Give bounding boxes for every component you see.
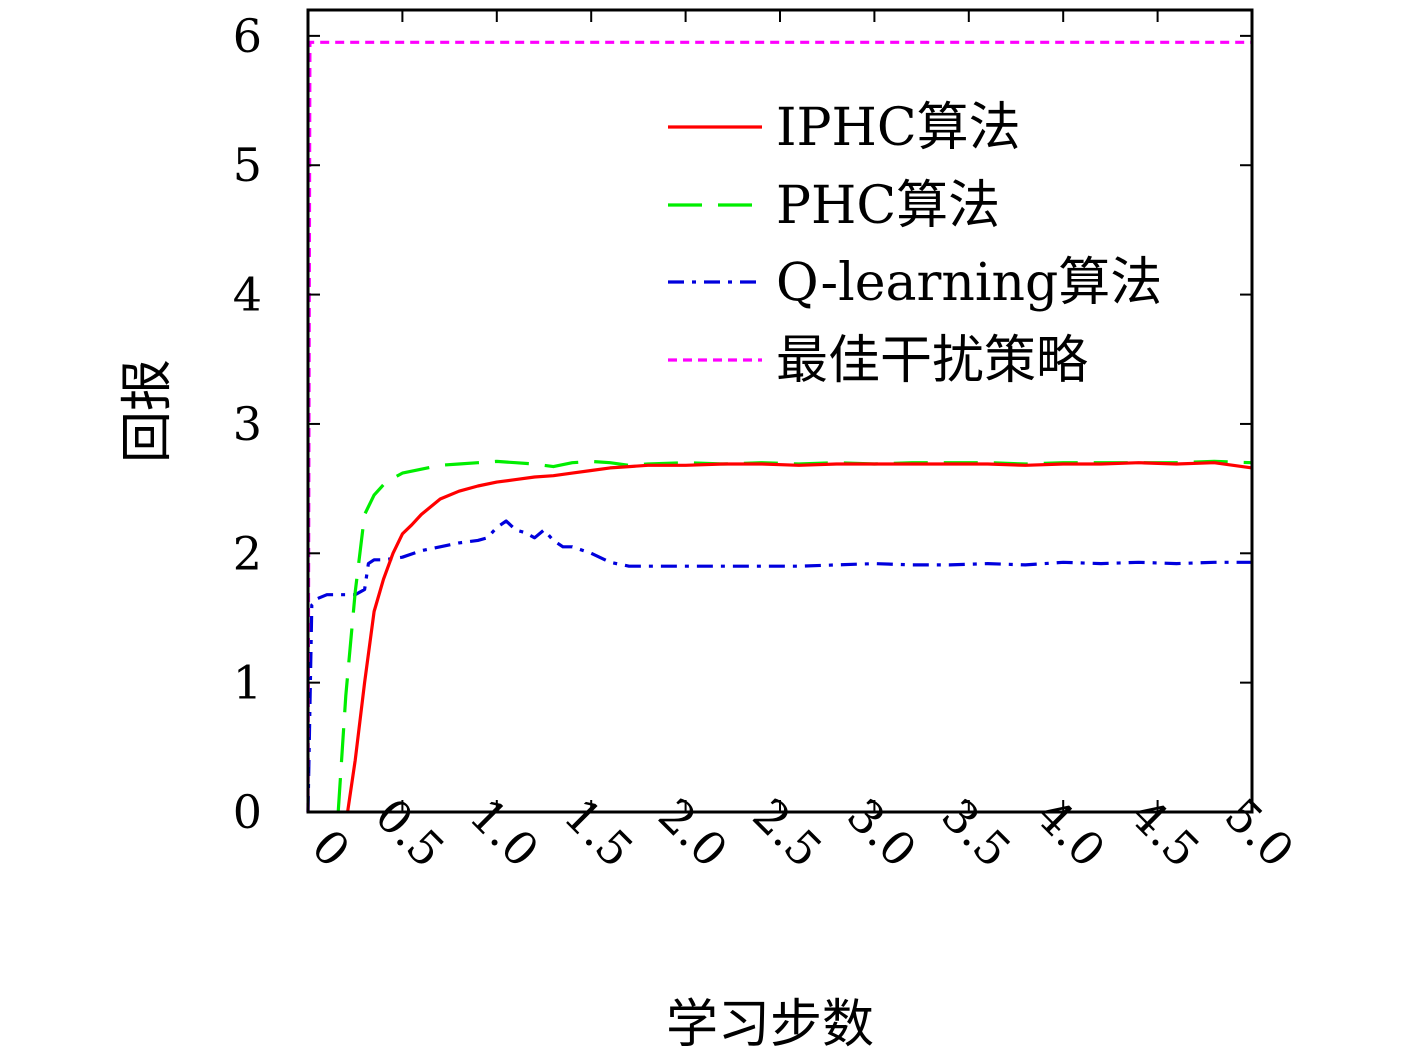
series-line-0 [346, 461, 1253, 813]
x-axis-title: 学习步数 [666, 995, 874, 1055]
series-line-1 [336, 459, 1253, 813]
y-tick-label: 6 [233, 9, 262, 63]
x-tick-label: 3.5 [931, 788, 1021, 878]
x-tick-label: 4.5 [1120, 788, 1210, 878]
legend-label-0: IPHC算法 [776, 98, 1021, 158]
x-tick-label: 1.0 [459, 788, 549, 878]
ticks-layer [307, 10, 1253, 813]
y-axis-title: 回报 [118, 359, 178, 463]
y-tick-label: 3 [233, 397, 262, 451]
x-tick-label: 4.0 [1026, 788, 1116, 878]
series-line-2 [306, 519, 1252, 813]
y-tick-label: 0 [233, 785, 262, 839]
y-tick-label: 2 [233, 526, 262, 580]
y-tick-label: 1 [233, 656, 262, 710]
x-tick-label: 2.0 [648, 788, 738, 878]
legend-label-1: PHC算法 [776, 176, 1000, 236]
legend-label-3: 最佳干扰策略 [776, 331, 1088, 391]
x-tick-label: 1.5 [554, 788, 644, 878]
y-tick-label: 5 [233, 138, 262, 192]
legend-label-2: Q-learning算法 [776, 253, 1162, 313]
x-tick-label: 2.5 [742, 788, 832, 878]
x-tick-label: 0.5 [365, 788, 455, 878]
x-tick-label: 5.0 [1214, 788, 1304, 878]
series-layer [306, 40, 1253, 813]
series-line-3 [306, 40, 1252, 813]
x-tick-label: 0 [302, 819, 361, 878]
y-tick-label: 4 [233, 268, 262, 322]
x-tick-label: 3.0 [837, 788, 927, 878]
